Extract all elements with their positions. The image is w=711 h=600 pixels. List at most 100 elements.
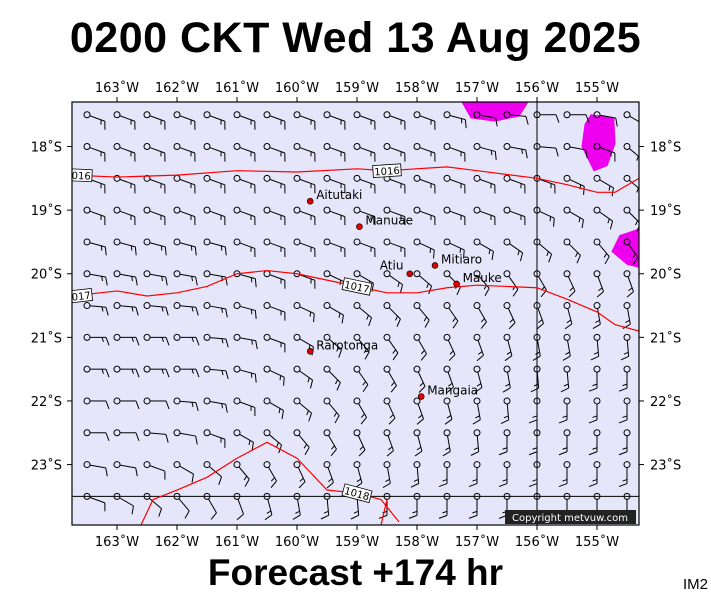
lat-tick-right: 22˚S [650,394,681,410]
wind-barb [83,143,106,162]
wind-barb [203,206,226,226]
wind-barb [622,302,631,330]
wind-barb [143,238,167,256]
wind-barb [293,111,316,130]
wind-barb [173,270,198,286]
wind-barb [503,174,526,194]
wind-barb [588,461,601,488]
wind-barb [83,270,108,286]
wind-barb [323,111,346,130]
wind-barb [503,238,524,262]
wind-barb [528,461,541,488]
wind-barb [263,143,286,162]
wind-barb [413,111,436,130]
wind-barb [558,461,571,488]
wind-barb [383,365,397,393]
wind-barb [533,302,544,330]
wind-barb [503,302,516,330]
wind-barb [563,302,573,330]
wind-barb [113,111,136,130]
lon-tick-top: 161˚W [215,80,259,96]
wind-barb [353,429,366,457]
isobar-line [380,499,388,525]
wind-barb [233,238,256,257]
lon-tick-top: 156˚W [515,80,559,96]
product-code: IM2 [682,576,708,593]
svg-text:1017: 1017 [65,291,92,305]
wind-barb [588,397,601,424]
wind-barb [353,238,376,257]
isobar-label: 1017 [65,288,94,305]
wind-barb [623,238,639,265]
lat-tick-right: 20˚S [650,267,681,283]
svg-text:Mitiaro: Mitiaro [441,252,482,266]
wind-barb [113,397,140,410]
wind-barb [470,429,481,456]
wind-barb [113,174,136,194]
wind-barb [498,429,511,456]
wind-barb [173,397,199,411]
wind-barb [143,492,163,517]
lat-tick-right: 23˚S [650,458,681,474]
wind-barb [588,429,601,456]
wind-barb [83,206,106,226]
wind-barb [113,238,137,256]
wind-barb [498,461,511,488]
lon-tick-top: 155˚W [575,80,619,96]
wind-barb [473,333,484,362]
lon-tick-bottom: 162˚W [155,534,199,550]
wind-barb [533,111,560,123]
wind-barb [323,333,343,358]
wind-barb [563,270,576,298]
wind-barb [143,302,169,316]
wind-barb [323,365,341,391]
wind-barb [323,429,337,457]
lat-tick-right: 21˚S [650,330,681,346]
wind-barb [143,270,168,286]
wind-barb [203,111,226,130]
wind-barb [173,143,196,162]
lon-tick-bottom: 163˚W [95,534,139,550]
lat-tick-left: 22˚S [31,394,62,410]
forecast-label: Forecast +174 hr [207,552,504,593]
wind-barb [293,461,306,489]
copyright-box: Copyright metvuw.com [505,510,636,524]
wind-barb [383,429,394,457]
wind-barb [293,365,314,389]
wind-barb [323,397,340,424]
wind-barb [293,174,316,194]
svg-text:1016: 1016 [65,171,91,183]
wind-barb [593,238,610,265]
wind-barb [203,429,226,448]
wind-barb [83,111,106,130]
wind-barb [503,143,528,159]
wind-barb [618,365,631,392]
wind-barb [623,174,639,199]
place-manuae: Manuae [356,214,413,230]
wind-barb [83,302,109,316]
lon-tick-top: 162˚W [155,80,199,96]
wind-barb [413,333,427,361]
wind-barb [203,143,226,162]
wind-barb [530,365,541,393]
wind-barb [233,143,256,162]
wind-barb [533,238,553,263]
wind-barb [473,143,497,160]
wind-barb [83,397,110,410]
wind-barb [443,333,456,362]
svg-text:1017: 1017 [343,280,370,296]
wind-barb [438,492,451,519]
wind-barb [592,302,601,330]
wind-barb [233,397,256,417]
wind-barb [83,492,106,512]
wind-barb [593,111,618,127]
wind-barb [500,397,511,425]
wind-barb [263,461,277,488]
wind-barb [113,302,139,316]
wind-barb [528,429,541,456]
wind-barb [593,143,616,162]
lon-tick-top: 157˚W [455,80,499,96]
wind-barb [203,302,228,318]
wind-barb [560,365,571,393]
